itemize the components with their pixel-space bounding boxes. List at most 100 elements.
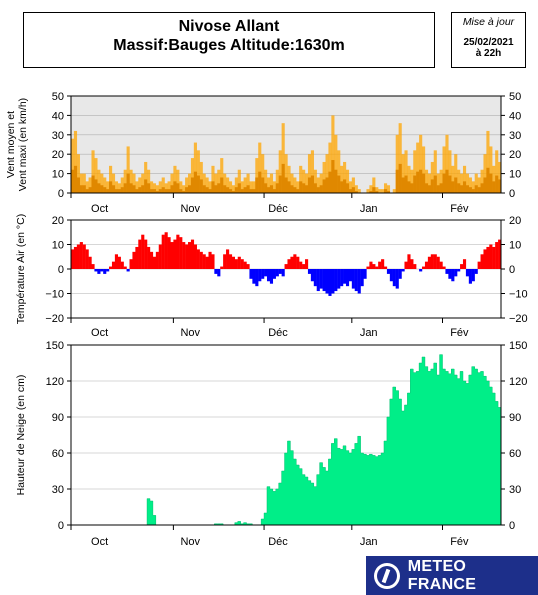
wind-max-bar: [188, 173, 192, 193]
wind-max-bar: [71, 138, 75, 193]
wind-mean-bar: [173, 181, 177, 193]
temperature-bar-negative: [278, 269, 282, 274]
wind-mean-bar: [293, 187, 297, 193]
temperature-bar-negative: [392, 269, 396, 287]
temperature-bar-negative: [386, 269, 391, 274]
wind-max-bar: [422, 146, 426, 193]
wind-mean-bar: [436, 185, 440, 193]
wind-max-bar: [427, 173, 431, 193]
temperature-bar-positive: [164, 232, 168, 269]
temperature-bar-positive: [149, 251, 154, 269]
temperature-bar-negative: [471, 269, 475, 282]
wind-mean-bar: [372, 187, 376, 193]
temperature-bar-positive: [155, 251, 159, 269]
wind-max-bar: [135, 181, 139, 193]
temperature-bar-positive: [430, 254, 434, 269]
wind-max-bar: [196, 150, 200, 193]
temperature-bar-negative: [331, 269, 335, 294]
wind-max-bar: [147, 169, 151, 193]
plot-frame-wind: [70, 95, 502, 194]
wind-max-bar: [205, 177, 209, 193]
wind-max-bar: [269, 173, 274, 193]
wind-max-bar: [366, 189, 370, 193]
wind-max-bar: [266, 177, 271, 193]
wind-max-bar: [103, 177, 107, 193]
wind-mean-bar: [167, 189, 171, 193]
temperature-bar-positive: [91, 264, 95, 269]
wind-mean-bar: [457, 183, 461, 193]
y-tick-label-left: 0: [58, 188, 64, 200]
wind-mean-bar: [214, 185, 218, 193]
wind-mean-bar: [296, 189, 300, 193]
wind-mean-bar: [79, 185, 83, 193]
y-tick-label-left: 30: [52, 130, 64, 142]
wind-mean-bar: [231, 191, 236, 193]
wind-mean-bar: [430, 179, 434, 193]
temperature-bar-negative: [275, 269, 279, 277]
wind-mean-bar: [269, 185, 274, 193]
wind-max-bar: [91, 150, 95, 193]
temperature-bar-negative: [351, 269, 355, 289]
wind-mean-bar: [149, 189, 154, 193]
wind-mean-bar: [386, 191, 391, 193]
temperature-bar-positive: [82, 244, 86, 269]
y-tick-label-right: 0: [509, 264, 515, 276]
wind-max-bar: [489, 146, 493, 193]
wind-max-bar: [246, 173, 250, 193]
wind-max-bar: [340, 165, 344, 193]
wind-mean-bar: [483, 177, 487, 193]
temperature-bar-positive: [404, 261, 408, 269]
wind-max-bar: [337, 150, 341, 193]
x-tick-label: Oct: [91, 536, 108, 548]
wind-mean-bar: [202, 185, 206, 193]
wind-max-bar: [208, 181, 212, 193]
wind-max-bar: [354, 185, 358, 193]
temperature-bar-negative: [457, 269, 461, 272]
wind-mean-bar: [383, 189, 388, 193]
temperature-bar-negative: [316, 269, 320, 292]
wind-max-bar: [73, 130, 78, 193]
temperature-bar-positive: [296, 256, 300, 269]
wind-max-bar: [357, 189, 361, 193]
temperature-bar-positive: [407, 254, 411, 269]
wind-mean-bar: [220, 177, 224, 193]
wind-max-bar: [284, 154, 288, 193]
title-box: Nivose Allant Massif:Bauges Altitude:163…: [23, 12, 435, 68]
temperature-bar-positive: [410, 259, 414, 269]
wind-max-bar: [413, 150, 417, 193]
y-axis-label: Vent moyen et: [5, 111, 17, 178]
wind-mean-bar: [272, 189, 276, 193]
wind-mean-bar: [129, 183, 133, 193]
temperature-bar-positive: [71, 249, 75, 269]
wind-mean-bar: [407, 181, 411, 193]
temperature-bar-positive: [378, 261, 382, 269]
update-box: Mise à jour 25/02/2021 à 22h: [451, 12, 526, 68]
y-tick-label-right: 40: [509, 110, 521, 122]
x-tick-label: Fév: [450, 327, 469, 339]
y-tick-label-left: −20: [45, 313, 64, 325]
wind-max-bar: [299, 165, 303, 193]
temperature-bar-positive: [489, 244, 493, 269]
wind-mean-bar: [343, 179, 347, 193]
wind-mean-bar: [451, 181, 455, 193]
wind-mean-bar: [71, 169, 75, 193]
wind-mean-bar: [278, 175, 282, 193]
wind-mean-bar: [345, 183, 350, 193]
wind-mean-bar: [422, 173, 426, 193]
wind-mean-bar: [486, 167, 490, 193]
temperature-bar-negative: [258, 269, 262, 282]
wind-max-bar: [223, 173, 227, 193]
wind-mean-bar: [424, 183, 429, 193]
temperature-bar-positive: [132, 251, 136, 269]
wind-max-bar: [255, 158, 259, 193]
wind-mean-bar: [348, 189, 353, 193]
temperature-bar-negative: [255, 269, 259, 287]
y-tick-label-left: 120: [46, 376, 64, 388]
wind-mean-bar: [196, 175, 200, 193]
wind-mean-bar: [290, 185, 294, 193]
wind-max-bar: [392, 189, 396, 193]
wind-max-bar: [328, 142, 332, 193]
wind-max-bar: [158, 181, 162, 193]
y-tick-label-right: 10: [509, 169, 521, 181]
temperature-bar-positive: [152, 256, 157, 269]
